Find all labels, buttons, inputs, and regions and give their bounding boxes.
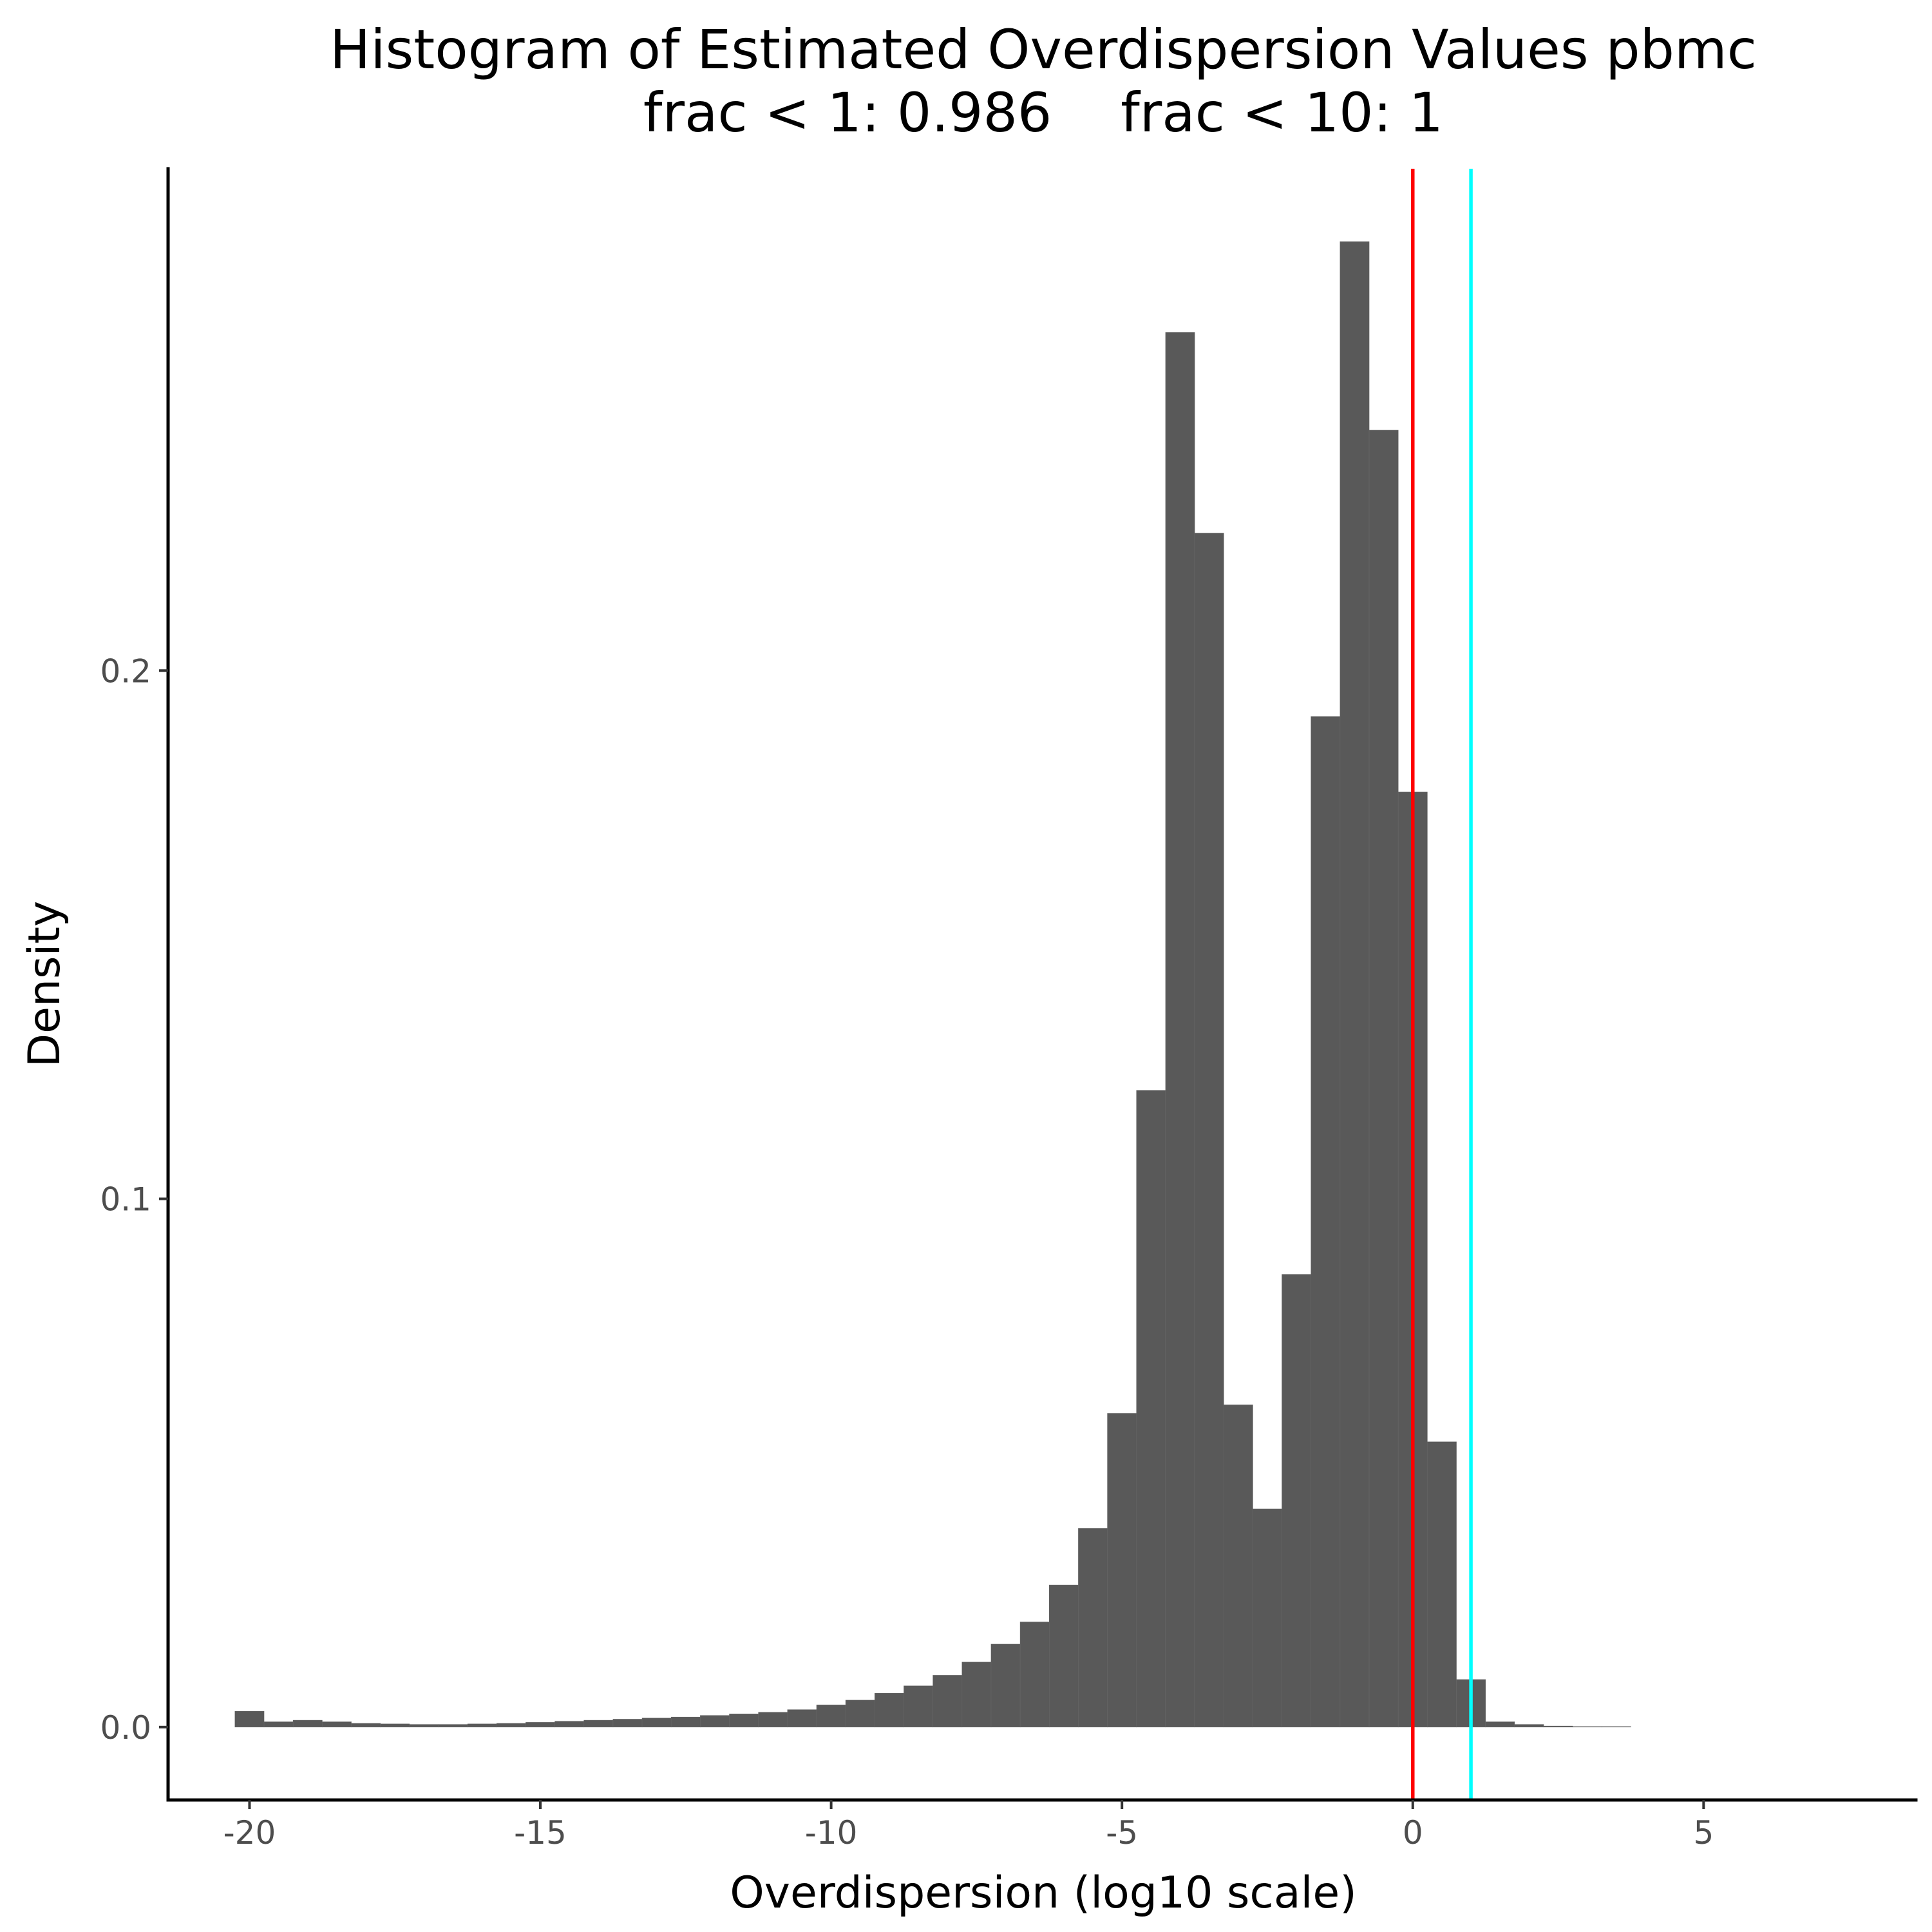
histogram-bar	[904, 1685, 933, 1728]
histogram-bar	[438, 1724, 468, 1728]
histogram-bar	[292, 1719, 323, 1728]
histogram-bar	[1078, 1528, 1108, 1728]
x-axis-title: Overdispersion (log10 scale)	[730, 1868, 1357, 1918]
histogram-bar	[467, 1723, 497, 1728]
histogram-bar	[554, 1721, 585, 1728]
reference-lines	[1411, 169, 1473, 1800]
chart-title: Histogram of Estimated Overdispersion Va…	[330, 18, 1757, 81]
y-axis-title: Density	[19, 901, 70, 1068]
histogram-bar	[816, 1705, 846, 1728]
y-tick-label: 0.2	[100, 652, 151, 690]
histogram-bar	[1048, 1584, 1079, 1728]
x-tick-label: -10	[805, 1814, 858, 1852]
histogram-bar	[1485, 1721, 1515, 1728]
histogram-bar	[322, 1721, 352, 1728]
histogram-bar	[1019, 1622, 1050, 1728]
histogram-bar	[380, 1723, 410, 1728]
histogram-bar	[700, 1715, 730, 1728]
x-tick-label: -20	[223, 1814, 276, 1852]
axes: -20 -15 -10 -5 0 5 0.0 0.1 0.2	[100, 167, 1918, 1852]
histogram-bar	[1136, 1090, 1166, 1728]
histogram-bar	[670, 1716, 701, 1728]
histogram-bar	[1311, 716, 1341, 1728]
x-tick-label: 0	[1403, 1814, 1423, 1852]
histogram-bar	[1107, 1413, 1137, 1728]
y-tick-label: 0.1	[100, 1181, 151, 1218]
histogram-bar	[1194, 533, 1224, 1728]
histogram-bar	[875, 1693, 904, 1728]
histogram-bar	[1514, 1724, 1544, 1728]
chart-subtitle: frac < 1: 0.986 frac < 10: 1	[643, 81, 1443, 144]
histogram-bar	[409, 1724, 439, 1728]
histogram-bar	[496, 1723, 526, 1728]
histogram-bar	[961, 1662, 992, 1728]
histogram-bar	[1427, 1441, 1457, 1728]
histogram-bar	[787, 1709, 817, 1728]
histogram-bar	[1253, 1508, 1282, 1728]
histogram-bar	[1282, 1274, 1312, 1728]
histogram-bar	[758, 1712, 788, 1728]
histogram-bar	[351, 1723, 381, 1728]
histogram-bar	[990, 1643, 1021, 1728]
histogram-bar	[1368, 430, 1399, 1728]
x-tick-label: 5	[1693, 1814, 1714, 1852]
histogram-bar	[1340, 241, 1370, 1728]
histogram-bar	[612, 1719, 643, 1728]
histogram-bar	[1165, 332, 1195, 1728]
histogram-bar	[845, 1700, 875, 1728]
histogram-bar	[729, 1714, 759, 1728]
y-tick-label: 0.0	[100, 1709, 151, 1747]
histogram-bar	[234, 1710, 265, 1728]
histogram-bar	[1223, 1405, 1253, 1728]
histogram-bar	[641, 1718, 672, 1728]
histogram-bar	[583, 1719, 614, 1728]
x-tick-label: -5	[1106, 1814, 1138, 1852]
x-tick-label: -15	[514, 1814, 567, 1852]
histogram-bar	[1543, 1725, 1573, 1728]
histogram-bars	[234, 241, 1631, 1728]
histogram-bar	[933, 1675, 963, 1728]
histogram-bar	[263, 1721, 294, 1728]
histogram-bar	[526, 1722, 555, 1728]
